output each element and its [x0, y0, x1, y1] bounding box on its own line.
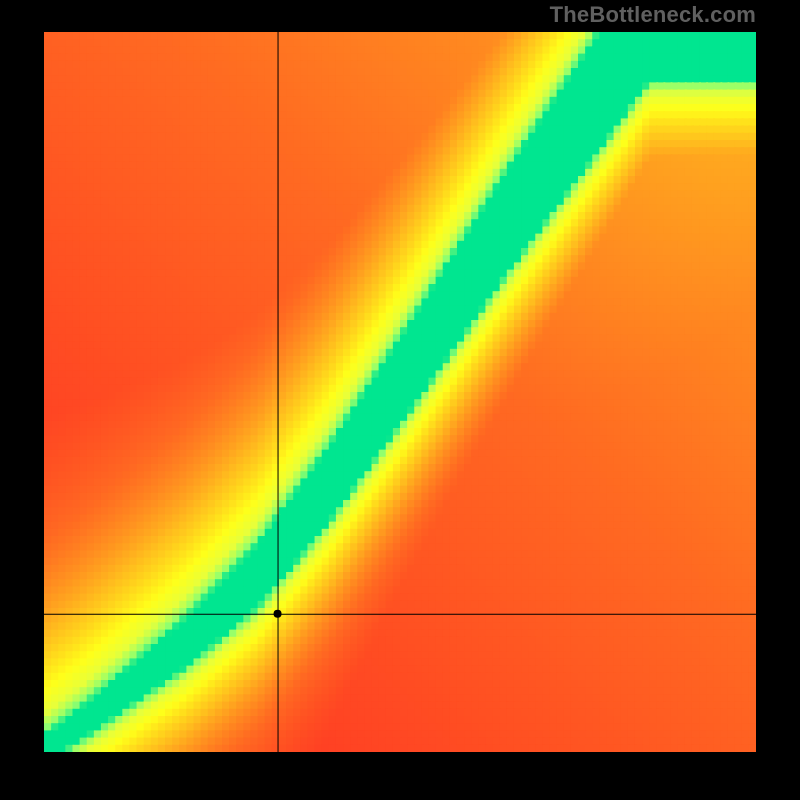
heatmap-canvas: [44, 32, 756, 752]
page-root: TheBottleneck.com: [0, 0, 800, 800]
bottleneck-heatmap: [44, 32, 756, 752]
watermark-text: TheBottleneck.com: [550, 2, 756, 28]
